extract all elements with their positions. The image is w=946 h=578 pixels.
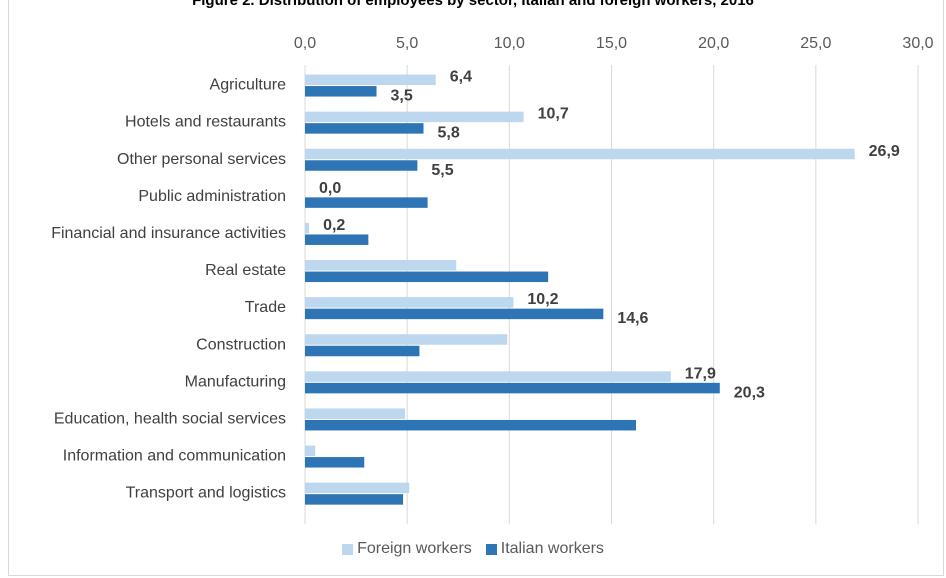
bar-foreign xyxy=(305,297,514,308)
x-tick-label: 15,0 xyxy=(596,35,627,52)
legend-label-foreign: Foreign workers xyxy=(357,540,472,557)
data-label-italian: 5,8 xyxy=(438,125,460,142)
category-label: Information and communication xyxy=(63,448,286,465)
bar-foreign xyxy=(305,482,410,494)
legend-swatch-italian xyxy=(485,543,497,555)
x-tick-label: 25,0 xyxy=(800,35,831,52)
category-label: Agriculture xyxy=(210,77,287,94)
bar-italian xyxy=(305,160,418,171)
data-label-italian: 5,5 xyxy=(431,162,453,179)
bar-italian xyxy=(305,308,604,320)
data-label-foreign: 10,7 xyxy=(538,106,569,123)
bar-italian xyxy=(305,457,365,468)
x-tick-label: 30,0 xyxy=(902,35,933,52)
category-label: Construction xyxy=(196,336,286,353)
bar-italian xyxy=(305,234,369,245)
bar-italian xyxy=(305,86,377,97)
category-label: Education, health social services xyxy=(54,410,286,427)
legend: Foreign workers Italian workers xyxy=(0,540,946,558)
bar-foreign xyxy=(305,148,855,160)
bar-italian xyxy=(305,271,549,283)
bar-foreign xyxy=(305,371,671,382)
data-label-foreign: 0,0 xyxy=(319,180,341,197)
bar-foreign xyxy=(305,74,436,86)
bar-italian xyxy=(305,123,424,134)
category-label: Public administration xyxy=(138,188,286,205)
bar-foreign xyxy=(305,334,508,345)
chart-frame xyxy=(8,0,944,576)
category-label: Trade xyxy=(245,299,286,316)
bar-italian xyxy=(305,345,420,357)
bar-foreign xyxy=(305,260,457,271)
data-label-italian: 3,5 xyxy=(391,88,413,105)
chart-title: Figure 2. Distribution of employees by s… xyxy=(192,0,754,9)
x-tick-label: 0,0 xyxy=(294,35,316,52)
category-label: Other personal services xyxy=(117,151,286,168)
data-label-italian: 20,3 xyxy=(734,384,765,401)
data-label-foreign: 6,4 xyxy=(450,69,472,86)
x-tick-label: 20,0 xyxy=(698,35,729,52)
category-label: Real estate xyxy=(205,262,286,279)
data-label-foreign: 26,9 xyxy=(869,143,900,160)
data-label-foreign: 17,9 xyxy=(685,365,716,382)
legend-item-foreign: Foreign workers xyxy=(342,540,472,558)
bar-foreign xyxy=(305,445,316,457)
data-label-foreign: 0,2 xyxy=(323,217,345,234)
category-label: Hotels and restaurants xyxy=(125,114,286,131)
x-tick-label: 10,0 xyxy=(494,35,525,52)
bar-italian xyxy=(305,494,404,505)
bar-italian xyxy=(305,382,720,394)
category-label: Manufacturing xyxy=(185,373,286,390)
bar-italian xyxy=(305,197,428,208)
bar-foreign xyxy=(305,111,524,123)
legend-item-italian: Italian workers xyxy=(485,540,604,558)
category-label: Transport and logistics xyxy=(126,485,286,502)
x-tick-label: 5,0 xyxy=(396,35,418,52)
data-label-italian: 14,6 xyxy=(617,310,648,327)
bar-foreign xyxy=(305,408,406,419)
bar-italian xyxy=(305,419,637,431)
data-label-foreign: 10,2 xyxy=(527,291,558,308)
legend-label-italian: Italian workers xyxy=(500,540,604,557)
bar-foreign xyxy=(305,222,310,234)
legend-swatch-foreign xyxy=(342,543,354,555)
category-label: Financial and insurance activities xyxy=(51,225,286,242)
